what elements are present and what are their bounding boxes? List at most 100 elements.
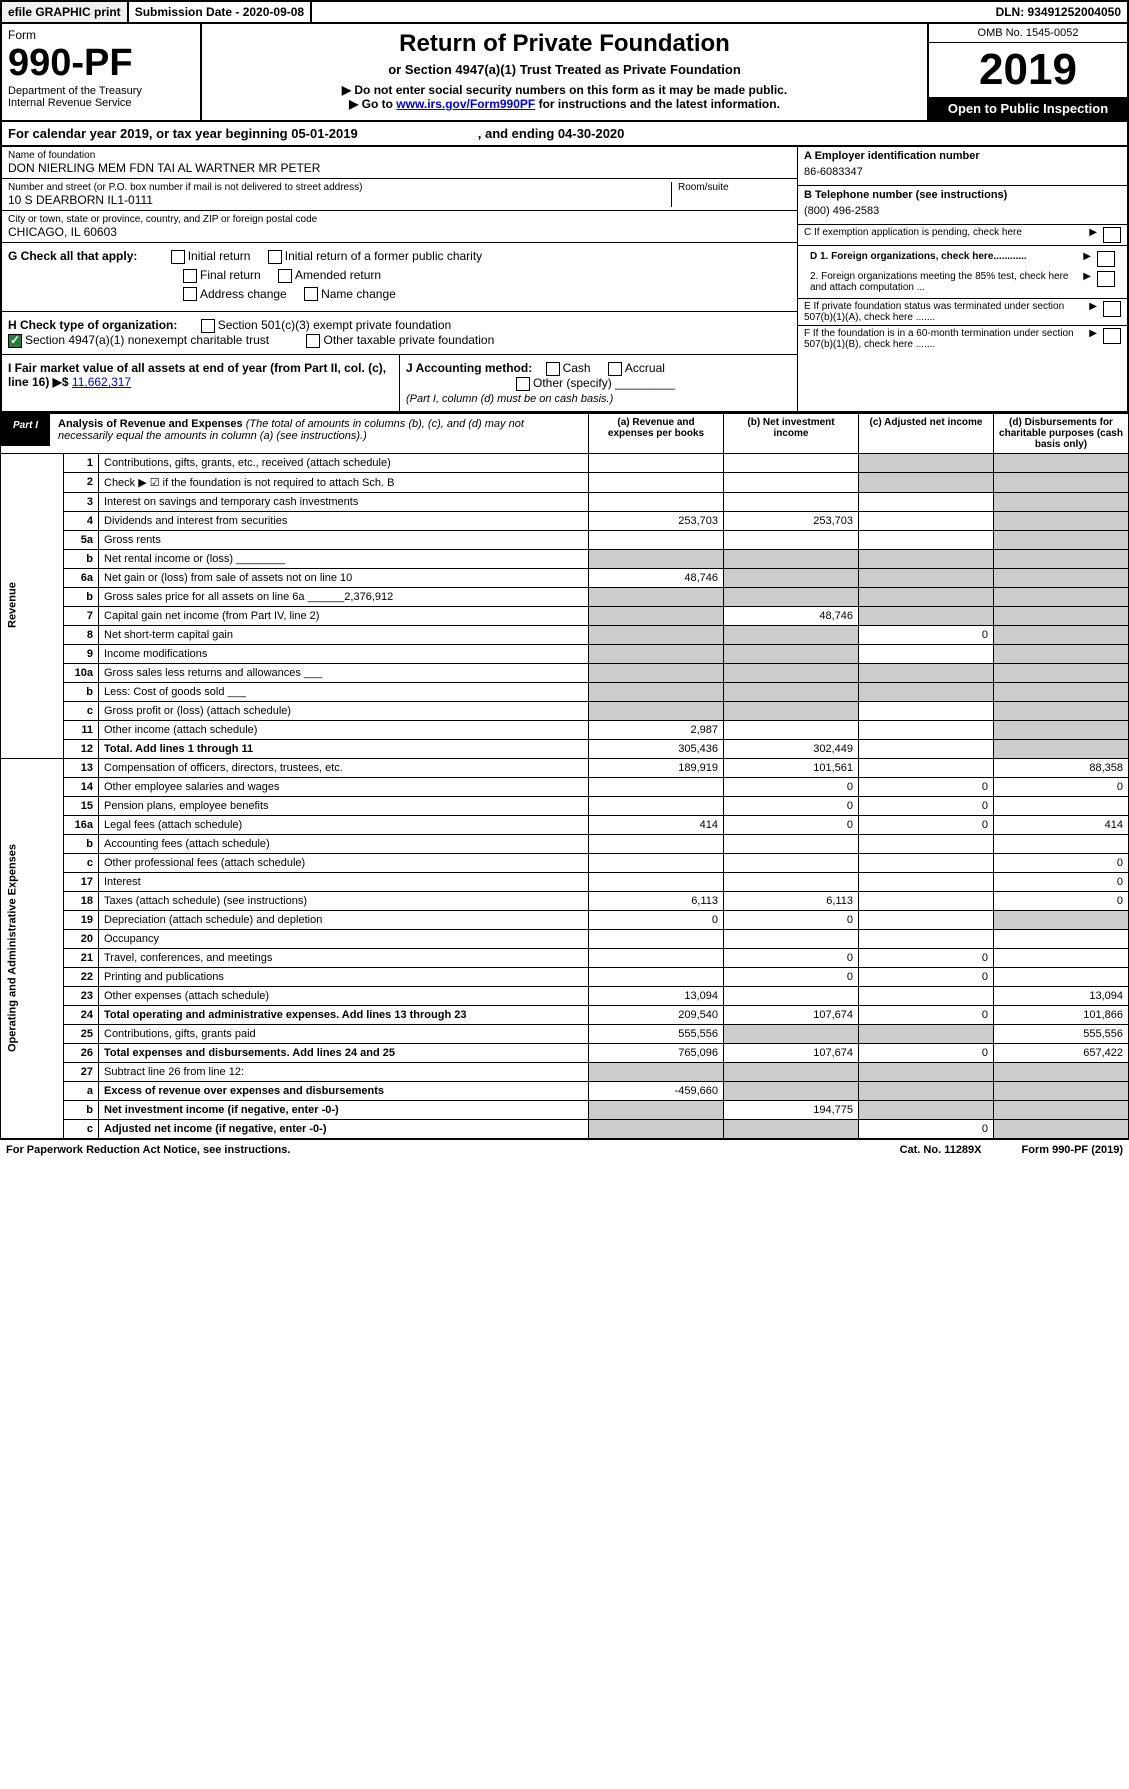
amount-cell: [859, 758, 994, 777]
amount-cell: [859, 453, 994, 472]
amount-cell: [859, 739, 994, 758]
checkbox-e[interactable]: [1103, 301, 1121, 317]
table-row: 7Capital gain net income (from Part IV, …: [1, 606, 1129, 625]
checkbox-d2[interactable]: [1097, 271, 1115, 287]
amount-cell: [859, 606, 994, 625]
amount-cell: 0: [859, 796, 994, 815]
amount-cell: [724, 1062, 859, 1081]
table-row: 23Other expenses (attach schedule)13,094…: [1, 986, 1129, 1005]
amount-cell: [859, 701, 994, 720]
amount-cell: 0: [859, 1119, 994, 1138]
line-description: Net investment income (if negative, ente…: [99, 1100, 589, 1119]
amount-cell: 189,919: [589, 758, 724, 777]
form-link[interactable]: www.irs.gov/Form990PF: [396, 97, 535, 111]
checkbox-501c3[interactable]: [201, 319, 215, 333]
line-description: Gross sales price for all assets on line…: [99, 587, 589, 606]
checkbox-other-taxable[interactable]: [306, 334, 320, 348]
amount-cell: [589, 530, 724, 549]
checkbox-cash[interactable]: [546, 362, 560, 376]
amount-cell: 209,540: [589, 1005, 724, 1024]
checkbox-initial-former[interactable]: [268, 250, 282, 264]
amount-cell: [589, 453, 724, 472]
amount-cell: [859, 1081, 994, 1100]
table-row: 12Total. Add lines 1 through 11305,43630…: [1, 739, 1129, 758]
amount-cell: [994, 492, 1129, 511]
checkbox-other-method[interactable]: [516, 377, 530, 391]
amount-cell: 0: [994, 853, 1129, 872]
line-description: Gross sales less returns and allowances …: [99, 663, 589, 682]
table-row: bNet rental income or (loss) ________: [1, 549, 1129, 568]
line-description: Interest: [99, 872, 589, 891]
amount-cell: [859, 891, 994, 910]
amount-cell: [589, 587, 724, 606]
line-number: c: [64, 1119, 99, 1138]
line-number: 9: [64, 644, 99, 663]
line-number: 23: [64, 986, 99, 1005]
form-label: Form: [8, 28, 194, 42]
line-number: 1: [64, 453, 99, 472]
line-number: 14: [64, 777, 99, 796]
checkbox-accrual[interactable]: [608, 362, 622, 376]
amount-cell: [859, 986, 994, 1005]
amount-cell: [994, 701, 1129, 720]
amount-cell: 765,096: [589, 1043, 724, 1062]
amount-cell: [994, 910, 1129, 929]
amount-cell: [589, 796, 724, 815]
amount-cell: 0: [724, 777, 859, 796]
ein-cell: A Employer identification number 86-6083…: [798, 147, 1127, 186]
col-c-header: (c) Adjusted net income: [859, 413, 994, 453]
amount-cell: [994, 644, 1129, 663]
checkbox-addr-change[interactable]: [183, 287, 197, 301]
table-row: 21Travel, conferences, and meetings00: [1, 948, 1129, 967]
line-description: Occupancy: [99, 929, 589, 948]
part1-label: Part I: [1, 414, 50, 446]
amount-cell: [859, 663, 994, 682]
fmv-value[interactable]: 11,662,317: [72, 375, 131, 389]
checkbox-name-change[interactable]: [304, 287, 318, 301]
amount-cell: [724, 625, 859, 644]
checkbox-initial[interactable]: [171, 250, 185, 264]
line-number: 18: [64, 891, 99, 910]
amount-cell: 0: [724, 967, 859, 986]
checkbox-4947a1[interactable]: [8, 334, 22, 348]
amount-cell: 107,674: [724, 1005, 859, 1024]
amount-cell: [994, 453, 1129, 472]
table-row: 11Other income (attach schedule)2,987: [1, 720, 1129, 739]
amount-cell: 0: [859, 815, 994, 834]
amount-cell: 0: [859, 1005, 994, 1024]
line-description: Accounting fees (attach schedule): [99, 834, 589, 853]
amount-cell: [859, 549, 994, 568]
table-row: 25Contributions, gifts, grants paid555,5…: [1, 1024, 1129, 1043]
amount-cell: [589, 872, 724, 891]
checkbox-c[interactable]: [1103, 227, 1121, 243]
table-row: cAdjusted net income (if negative, enter…: [1, 1119, 1129, 1138]
amount-cell: [724, 834, 859, 853]
omb-number: OMB No. 1545-0052: [929, 24, 1127, 43]
amount-cell: -459,660: [589, 1081, 724, 1100]
line-number: 20: [64, 929, 99, 948]
checkbox-final[interactable]: [183, 269, 197, 283]
table-row: 2Check ▶ ☑ if the foundation is not requ…: [1, 472, 1129, 492]
section-c: C If exemption application is pending, c…: [798, 225, 1127, 246]
table-row: cGross profit or (loss) (attach schedule…: [1, 701, 1129, 720]
amount-cell: 0: [724, 796, 859, 815]
amount-cell: 13,094: [589, 986, 724, 1005]
amount-cell: [859, 1024, 994, 1043]
checkbox-amended[interactable]: [278, 269, 292, 283]
col-d-header: (d) Disbursements for charitable purpose…: [994, 413, 1129, 453]
checkbox-d1[interactable]: [1097, 251, 1115, 267]
line-description: Net rental income or (loss) ________: [99, 549, 589, 568]
amount-cell: [994, 1062, 1129, 1081]
table-row: 18Taxes (attach schedule) (see instructi…: [1, 891, 1129, 910]
line-number: b: [64, 549, 99, 568]
checkbox-f[interactable]: [1103, 328, 1121, 344]
amount-cell: 0: [994, 777, 1129, 796]
amount-cell: [724, 644, 859, 663]
amount-cell: 101,561: [724, 758, 859, 777]
amount-cell: [859, 834, 994, 853]
section-g: G Check all that apply: Initial return I…: [2, 243, 797, 312]
efile-badge: efile GRAPHIC print: [2, 2, 129, 22]
amount-cell: [589, 1119, 724, 1138]
line-description: Excess of revenue over expenses and disb…: [99, 1081, 589, 1100]
amount-cell: [724, 472, 859, 492]
